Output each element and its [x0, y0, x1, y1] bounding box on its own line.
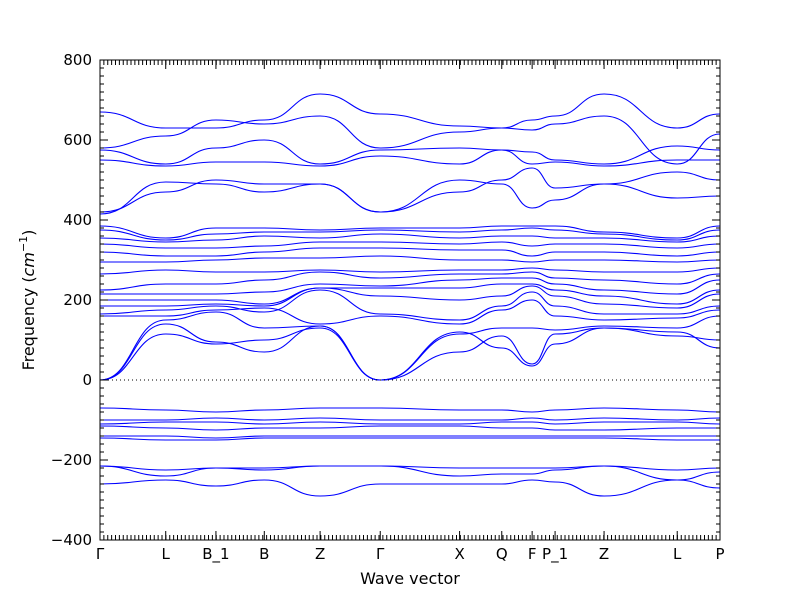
band-line	[99, 417, 721, 421]
x-tick-label: X	[454, 545, 464, 563]
band-line	[100, 435, 720, 439]
band-line	[99, 421, 721, 425]
band-line	[99, 227, 721, 241]
band-line	[100, 285, 721, 309]
x-tick-label: Γ	[376, 545, 385, 563]
series-layer	[99, 93, 721, 497]
band-line	[99, 425, 720, 431]
x-axis-title: Wave vector	[360, 569, 460, 588]
plot-frame	[99, 59, 721, 541]
y-axis-title: Frequency (cm−1)	[17, 230, 38, 371]
x-tick-label: P	[715, 545, 724, 563]
x-tick-label: P_1	[542, 545, 568, 564]
band-line	[99, 139, 721, 165]
y-tick-label: −400	[51, 531, 92, 549]
band-line	[100, 255, 721, 263]
band-line	[99, 299, 721, 325]
band-line	[99, 233, 721, 243]
y-tick-label: 800	[63, 51, 92, 69]
band-line	[99, 247, 721, 257]
x-tick-label: B	[259, 545, 269, 563]
band-line	[99, 323, 721, 381]
band-line	[99, 267, 721, 275]
x-tick-label: Z	[599, 545, 609, 563]
band-line	[99, 225, 721, 239]
y-tick-labels: −400 −200 0 200 400 600 800	[51, 51, 92, 549]
band-line	[99, 241, 721, 249]
band-line	[99, 407, 721, 413]
band-line	[99, 271, 721, 291]
band-line	[99, 479, 721, 497]
y-tick-label: −200	[51, 451, 92, 469]
x-tick-label: L	[673, 545, 682, 563]
axis-ticks	[99, 59, 721, 541]
band-line	[99, 289, 721, 321]
x-tick-label: Γ	[96, 545, 105, 563]
x-tick-label: B_1	[202, 545, 229, 564]
x-tick-label: Z	[315, 545, 325, 563]
band-line	[99, 93, 721, 129]
band-line	[99, 283, 721, 305]
x-tick-label: Q	[496, 545, 508, 563]
band-line	[99, 437, 720, 441]
x-tick-label: L	[162, 545, 171, 563]
band-line	[99, 277, 721, 295]
x-tick-label: F	[528, 545, 537, 563]
band-line	[99, 115, 721, 165]
y-tick-label: 200	[63, 291, 92, 309]
y-tick-label: 600	[63, 131, 92, 149]
band-line	[99, 465, 721, 481]
y-tick-label: 400	[63, 211, 92, 229]
y-tick-label: 0	[82, 371, 92, 389]
band-line	[99, 167, 721, 213]
x-tick-labels: Γ L B_1 B Z Γ X Q F P_1 Z L P	[96, 545, 725, 564]
band-line	[99, 311, 721, 381]
band-line	[99, 149, 720, 167]
